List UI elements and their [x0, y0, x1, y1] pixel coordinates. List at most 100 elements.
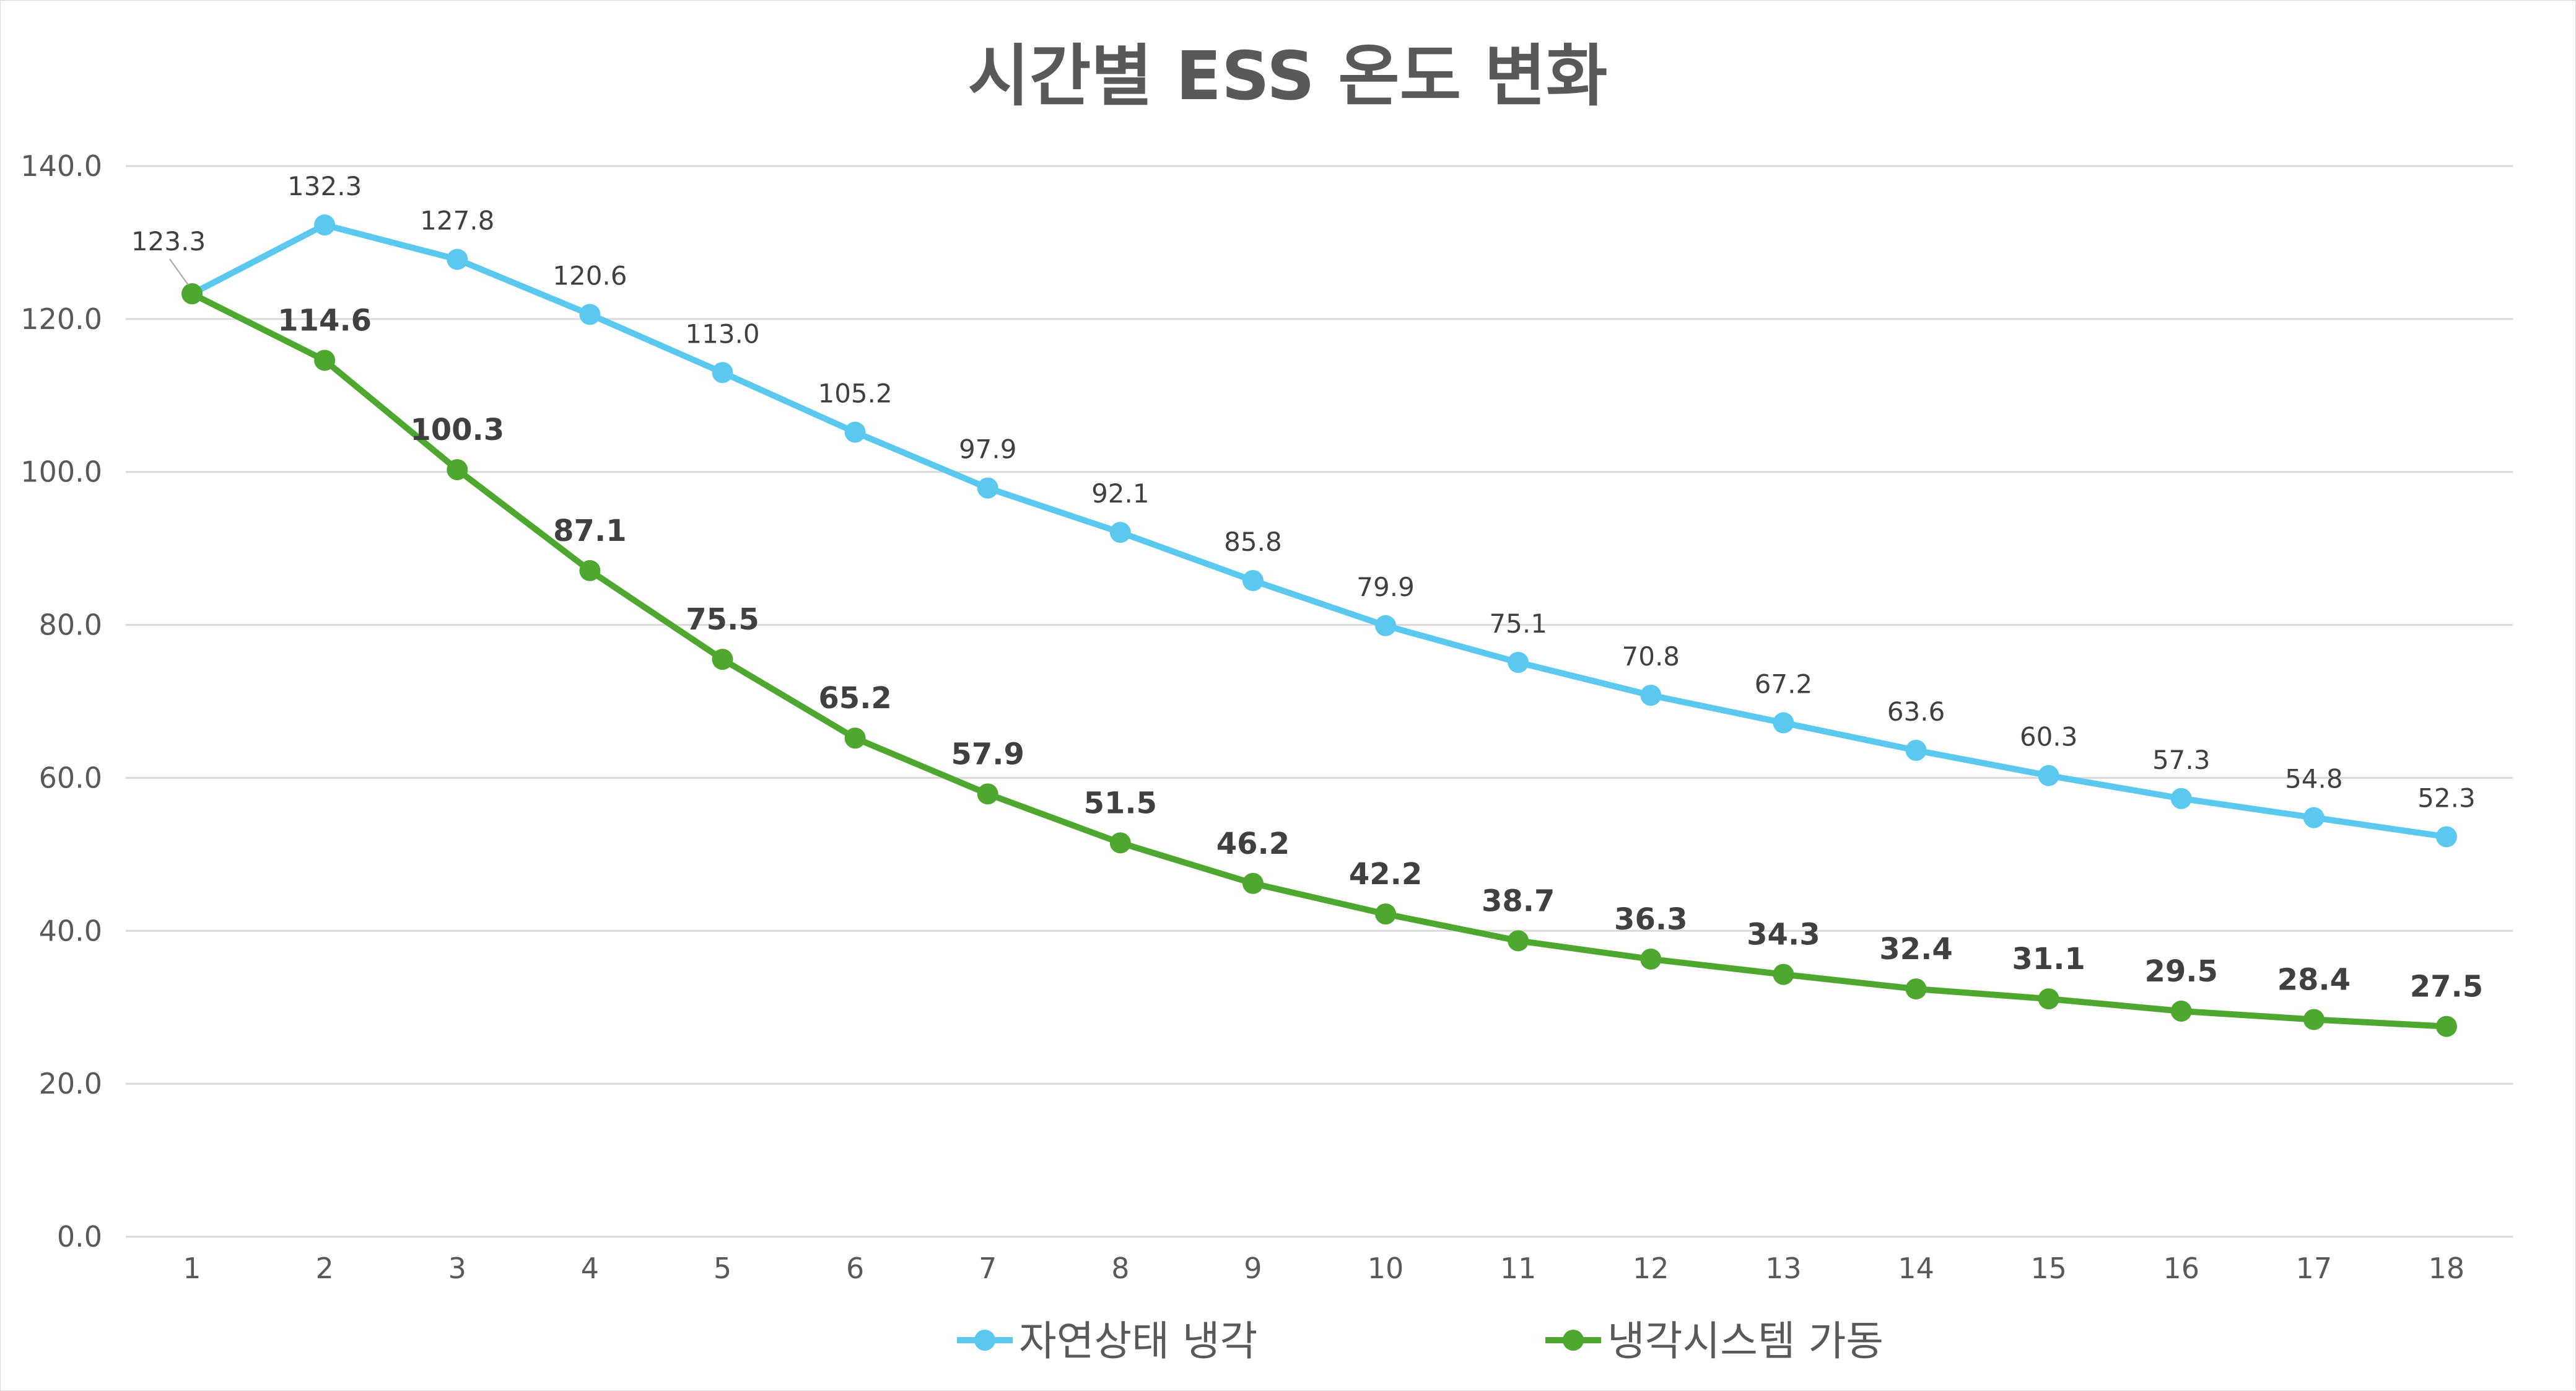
legend-label-natural-cooling: 자연상태 냉각 — [1019, 1317, 1257, 1365]
series-line-natural-cooling — [189, 222, 2450, 840]
data-label-natural-cooling: 127.8 — [420, 206, 494, 236]
data-label-cooling-system: 32.4 — [1879, 932, 1952, 967]
data-point-cooling-system — [1375, 903, 1397, 925]
data-point-natural-cooling — [977, 477, 998, 499]
data-point-natural-cooling — [1508, 652, 1529, 674]
y-tick-label: 80.0 — [39, 608, 102, 642]
data-label-cooling-system: 87.1 — [553, 514, 626, 548]
data-point-natural-cooling — [314, 214, 336, 236]
x-tick-label: 9 — [1244, 1252, 1262, 1285]
data-label-cooling-system: 114.6 — [277, 304, 372, 338]
data-point-natural-cooling — [1375, 615, 1397, 636]
data-point-natural-cooling — [844, 421, 866, 443]
x-axis-tick-labels: 1 2 3 4 5 6 7 8 9 10 11 12 13 14 15 16 17 18 — [183, 1252, 2465, 1285]
data-point-cooling-system — [1640, 948, 1662, 970]
data-point-natural-cooling — [1773, 712, 1794, 734]
y-axis-tick-labels: 0.0 20.0 40.0 60.0 80.0 100.0 120.0 140.0 — [20, 149, 102, 1253]
y-tick-label: 40.0 — [39, 914, 102, 947]
y-tick-label: 0.0 — [57, 1220, 102, 1253]
data-label-cooling-system: 28.4 — [2277, 962, 2351, 997]
data-label-cooling-system: 29.5 — [2145, 954, 2218, 989]
data-point-cooling-system — [1242, 872, 1264, 894]
data-point-cooling-system — [1109, 832, 1131, 854]
data-label-natural-cooling: 132.3 — [287, 171, 362, 201]
data-point-cooling-system — [844, 727, 866, 749]
legend-item-cooling-system[interactable]: 냉각시스템 가동 — [1545, 1317, 1884, 1365]
x-tick-label: 5 — [714, 1252, 731, 1285]
data-label-natural-cooling: 57.3 — [2152, 745, 2211, 775]
data-point-natural-cooling — [2303, 807, 2325, 828]
data-point-natural-cooling — [1242, 569, 1264, 591]
x-tick-label: 14 — [1898, 1252, 1934, 1285]
data-point-cooling-system — [447, 459, 468, 481]
legend-item-natural-cooling[interactable]: 자연상태 냉각 — [957, 1317, 1257, 1365]
data-label-cooling-system: 65.2 — [818, 681, 891, 716]
data-label-cooling-system: 36.3 — [1614, 902, 1687, 937]
data-point-cooling-system — [2038, 988, 2059, 1010]
x-tick-label: 3 — [448, 1252, 466, 1285]
data-point-cooling-system — [1905, 978, 1927, 1000]
y-tick-label: 100.0 — [20, 455, 102, 489]
data-label-natural-cooling: 70.8 — [1622, 641, 1680, 672]
data-point-natural-cooling — [712, 362, 733, 384]
data-label-cooling-system: 57.9 — [951, 737, 1024, 771]
data-point-natural-cooling — [2170, 788, 2192, 809]
data-point-cooling-system — [712, 649, 733, 670]
data-point-cooling-system — [977, 783, 998, 805]
data-label-natural-cooling: 97.9 — [959, 434, 1017, 465]
data-label-natural-cooling: 85.8 — [1224, 527, 1282, 557]
legend-marker-natural-cooling — [974, 1330, 995, 1351]
x-tick-label: 12 — [1633, 1252, 1669, 1285]
data-label-natural-cooling: 79.9 — [1356, 572, 1415, 602]
x-tick-label: 18 — [2429, 1252, 2465, 1285]
data-label-cooling-system: 75.5 — [686, 602, 759, 637]
data-point-cooling-system — [2170, 1000, 2192, 1022]
data-label-natural-cooling: 52.3 — [2417, 783, 2476, 813]
series-line-cooling-system — [189, 291, 2450, 1030]
data-label-natural-cooling: 92.1 — [1091, 478, 1150, 509]
data-label-cooling-system: 38.7 — [1482, 884, 1555, 918]
x-tick-label: 2 — [316, 1252, 334, 1285]
x-tick-label: 8 — [1111, 1252, 1129, 1285]
data-label-natural-cooling: 113.0 — [685, 318, 759, 349]
data-label-natural-cooling: 54.8 — [2285, 764, 2343, 794]
data-label-cooling-system: 31.1 — [2012, 942, 2085, 976]
data-label-natural-cooling: 105.2 — [818, 379, 892, 409]
data-label-natural-cooling: 63.6 — [1887, 696, 1945, 727]
data-label-cooling-system: 27.5 — [2410, 970, 2483, 1004]
data-label-natural-cooling: 120.6 — [552, 260, 627, 291]
gridlines — [126, 165, 2513, 1238]
data-label-natural-cooling: 60.3 — [2020, 722, 2078, 752]
y-tick-label: 140.0 — [20, 149, 102, 183]
chart-title: 시간별 ESS 온도 변화 — [968, 38, 1608, 115]
data-point-cooling-system — [314, 349, 336, 371]
data-point-cooling-system — [579, 559, 601, 581]
data-label-natural-cooling: 123.3 — [131, 226, 206, 257]
data-point-natural-cooling — [2435, 826, 2457, 848]
data-label-leader-line — [169, 258, 189, 286]
data-point-natural-cooling — [579, 304, 601, 325]
x-tick-label: 13 — [1765, 1252, 1802, 1285]
data-label-cooling-system: 34.3 — [1747, 918, 1820, 952]
y-tick-label: 20.0 — [39, 1067, 102, 1100]
data-label-cooling-system: 42.2 — [1349, 857, 1422, 892]
data-labels: 123.3 132.3 127.8 120.6 113.0 105.2 97.9 92.1 85… — [131, 171, 2483, 1004]
data-point-natural-cooling — [1109, 522, 1131, 543]
data-point-cooling-system — [181, 283, 203, 305]
x-tick-label: 15 — [2030, 1252, 2067, 1285]
y-tick-label: 60.0 — [39, 761, 102, 794]
x-tick-label: 4 — [581, 1252, 599, 1285]
x-tick-label: 16 — [2163, 1252, 2199, 1285]
x-tick-label: 10 — [1368, 1252, 1404, 1285]
data-point-natural-cooling — [2038, 765, 2059, 786]
data-label-cooling-system: 100.3 — [410, 413, 504, 447]
data-point-cooling-system — [1773, 963, 1794, 985]
legend-marker-cooling-system — [1563, 1330, 1584, 1351]
data-point-cooling-system — [2303, 1009, 2325, 1030]
y-tick-label: 120.0 — [20, 302, 102, 336]
x-tick-label: 6 — [846, 1252, 864, 1285]
legend: 자연상태 냉각 냉각시스템 가동 — [957, 1317, 1884, 1365]
data-point-natural-cooling — [447, 248, 468, 270]
